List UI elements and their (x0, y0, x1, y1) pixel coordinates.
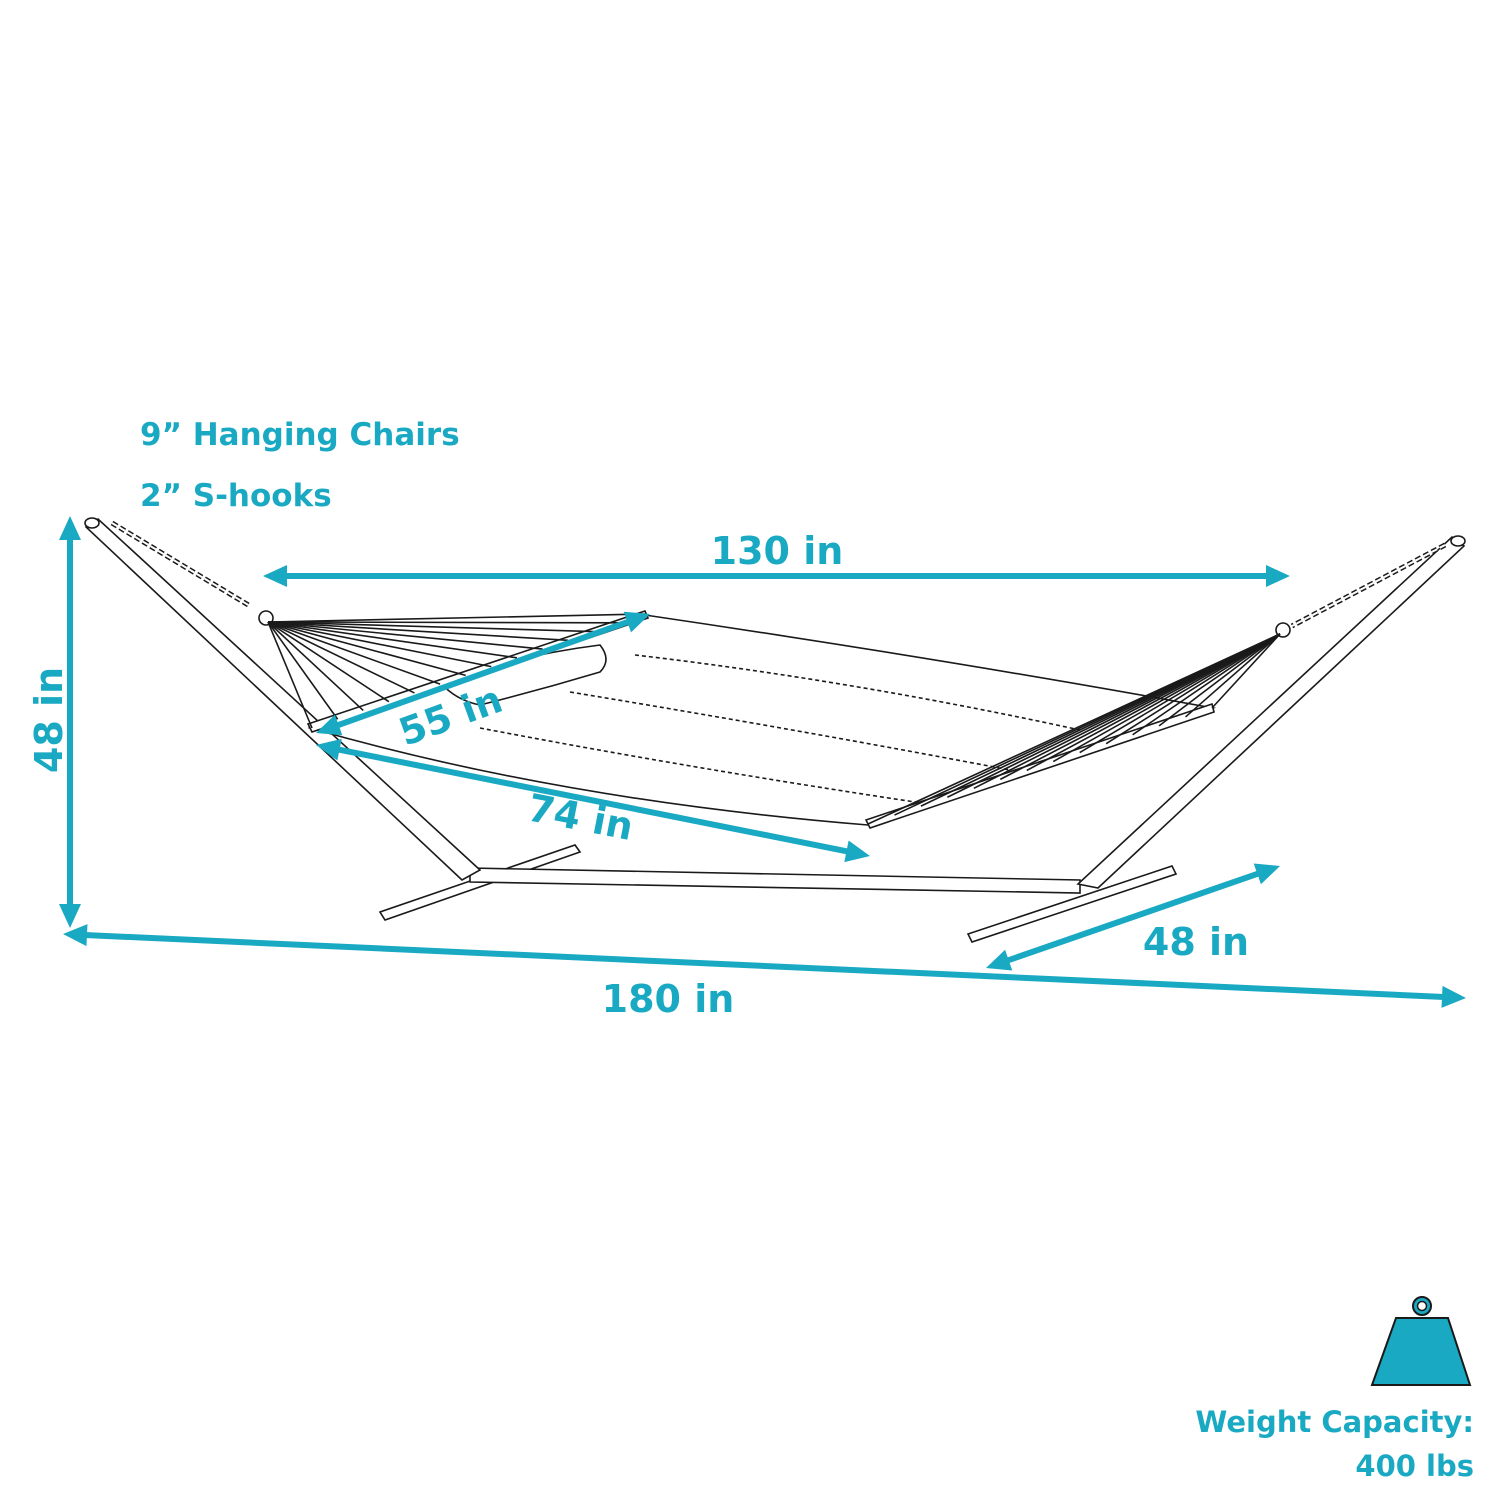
weight-icon (1370, 1296, 1472, 1386)
hammock-length-arrow (263, 565, 1290, 587)
right-suspension-string (867, 633, 1281, 825)
total-length-arrow (63, 924, 1466, 1008)
left-suspension-string (267, 621, 466, 677)
right-suspension-string (1185, 633, 1281, 718)
bed-length-arrow (316, 738, 870, 863)
base-width-arrow (986, 863, 1280, 971)
left-suspension-string (267, 621, 594, 633)
hammock-bed (267, 610, 1281, 829)
left-pole-cap (84, 517, 100, 529)
hanging-chairs-note: 9” Hanging Chairs (140, 417, 460, 453)
left-suspension-string (267, 621, 492, 668)
arrowhead (1441, 985, 1466, 1008)
left-suspension-string (267, 621, 543, 650)
bed-width-arrow (316, 611, 650, 736)
left-suspension-string (267, 621, 313, 729)
hammock-length-label: 130 in (711, 529, 844, 573)
left-suspension-string (267, 621, 569, 642)
arrowhead (1253, 863, 1280, 885)
hammock-stand (84, 517, 1466, 943)
base-bar (469, 867, 1081, 894)
height-arrow (59, 516, 81, 928)
left-suspension-string (267, 621, 620, 624)
s-hooks-note: 2” S-hooks (140, 478, 332, 514)
left-suspension-string (267, 621, 390, 703)
right-suspension-string (1211, 633, 1281, 709)
total-length-label: 180 in (602, 977, 735, 1021)
left-suspension-string (267, 613, 646, 623)
arrowhead (844, 840, 870, 863)
arrowhead (63, 924, 88, 947)
arrowhead (986, 949, 1013, 971)
arrowhead (59, 516, 81, 540)
weight-capacity-value: 400 lbs (1355, 1449, 1474, 1483)
chains (110, 520, 1447, 638)
arrowhead (316, 738, 342, 761)
right-suspension-string (1079, 633, 1281, 754)
arrowhead (316, 714, 343, 736)
left-suspension-string (267, 621, 415, 694)
right-suspension-string (1158, 633, 1281, 727)
arrowhead (263, 565, 287, 587)
left-suspension-string (267, 621, 518, 659)
left-suspension-string (267, 621, 364, 712)
left-suspension-string (267, 621, 441, 685)
left-suspension-string (267, 621, 339, 720)
right-suspension-string (1105, 633, 1281, 745)
right-foot (966, 865, 1178, 943)
base-width-label: 48 in (1143, 920, 1249, 964)
right-pole-cap (1450, 535, 1466, 547)
dimension-arrows (59, 516, 1466, 1008)
arrowhead (623, 611, 650, 633)
arrowhead (59, 904, 81, 928)
weight-capacity-label: Weight Capacity: (1195, 1405, 1474, 1439)
height-label: 48 in (27, 667, 71, 773)
arrowhead (1266, 565, 1290, 587)
right-suspension-string (1132, 633, 1281, 736)
